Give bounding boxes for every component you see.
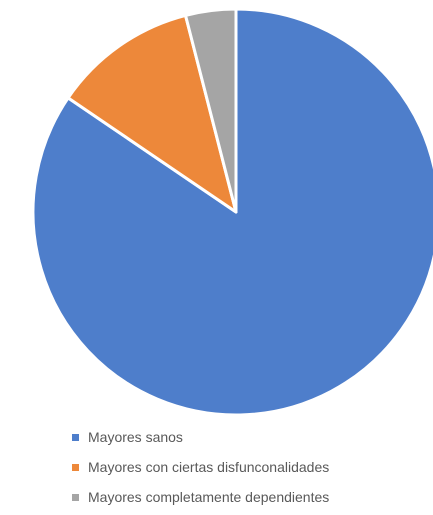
legend-label-mayores-sanos: Mayores sanos <box>88 429 183 445</box>
legend-label-mayores-disfuncionalidades: Mayores con ciertas disfunconalidades <box>88 459 330 475</box>
pie-slices <box>31 7 433 417</box>
legend-item-mayores-sanos: Mayores sanos <box>72 425 329 449</box>
chart-legend: Mayores sanos Mayores con ciertas disfun… <box>72 425 329 515</box>
legend-swatch-mayores-sanos <box>72 433 79 441</box>
legend-swatch-mayores-dependientes <box>72 493 79 501</box>
legend-swatch-mayores-disfuncionalidades <box>72 463 79 471</box>
legend-item-mayores-disfuncionalidades: Mayores con ciertas disfunconalidades <box>72 455 329 479</box>
legend-label-mayores-dependientes: Mayores completamente dependientes <box>88 489 330 505</box>
pie-chart <box>31 7 433 417</box>
pie-slice-mayores-sanos <box>31 7 433 417</box>
pie-slice-mayores-dependientes <box>184 7 238 214</box>
pie-slice-mayores-disfuncionalidades <box>66 13 238 214</box>
legend-item-mayores-dependientes: Mayores completamente dependientes <box>72 485 329 509</box>
